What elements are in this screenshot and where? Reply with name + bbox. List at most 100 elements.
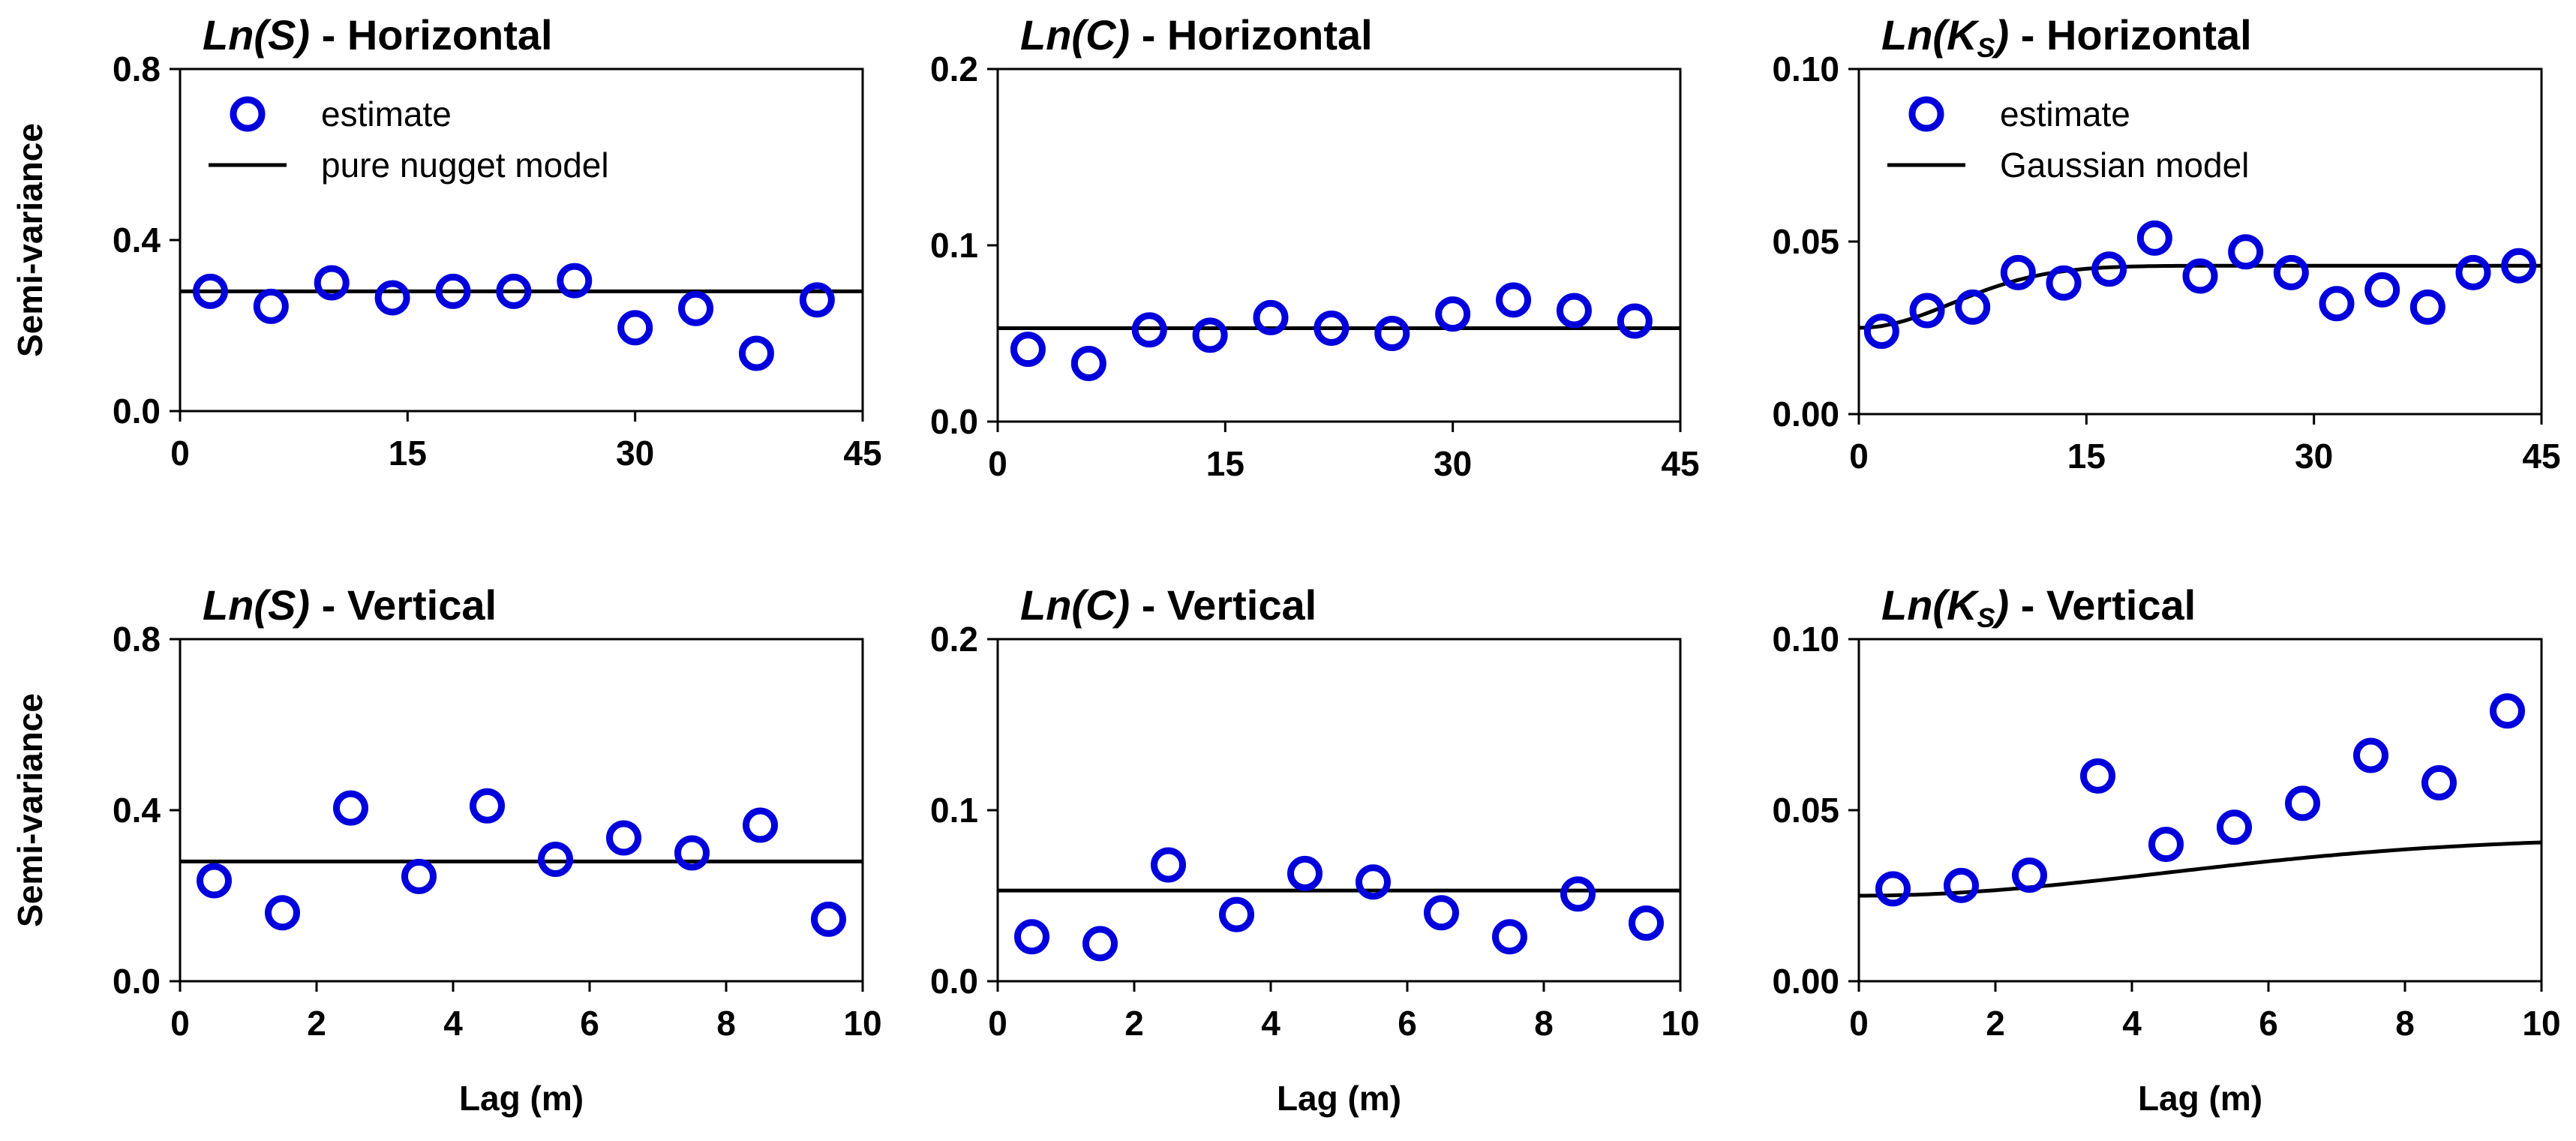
y-tick-label: 0.4 <box>113 221 161 260</box>
x-axis-label: Lag (m) <box>2138 1079 2262 1118</box>
x-tick-label: 8 <box>2395 1004 2415 1043</box>
panel-1: 0 15 30 45 0.0 0.4 0.8 Ln(S) - Horizontal Semi-v… <box>11 11 882 473</box>
y-tick-label: 0.10 <box>1772 620 1839 659</box>
estimate-point <box>1629 905 1664 941</box>
estimate-point <box>470 788 505 824</box>
panel-title-rest: - Horizontal <box>310 11 553 59</box>
y-tick-label: 0.8 <box>113 620 161 659</box>
estimate-point <box>738 335 774 371</box>
legend-model-label: Gaussian model <box>2000 146 2249 185</box>
x-tick-label: 30 <box>616 434 654 473</box>
x-tick-label: 0 <box>988 1004 1007 1043</box>
x-tick-label: 4 <box>2122 1004 2142 1043</box>
estimate-point <box>2080 758 2115 794</box>
estimate-point <box>2319 286 2355 322</box>
estimate-point <box>2353 737 2388 773</box>
panel-3: 0 15 30 45 0.00 0.05 0.10 Ln(KS) - Horizontal es… <box>1772 11 2560 476</box>
y-tick-label: 0.2 <box>930 620 978 659</box>
legend-estimate-label: estimate <box>2000 95 2130 134</box>
estimate-point <box>253 288 289 324</box>
estimate-point <box>2148 827 2184 863</box>
estimate-point <box>333 790 368 826</box>
panel-title: Ln(C) - Horizontal <box>1020 11 1373 59</box>
estimate-point <box>1070 345 1106 381</box>
y-tick-label: 0.05 <box>1772 222 1839 261</box>
estimate-point <box>2046 265 2082 301</box>
estimate-point <box>2409 289 2445 325</box>
legend-model-label: pure nugget model <box>321 146 609 185</box>
y-tick-label: 0.0 <box>930 402 978 441</box>
panel-title-close: ) <box>1992 581 2010 629</box>
y-tick-label: 0.4 <box>113 791 161 830</box>
panel-title: Ln(C) - Vertical <box>1020 581 1317 629</box>
estimate-point <box>557 263 593 299</box>
panel-title-subscript: S <box>1977 32 1995 63</box>
estimate-point <box>2182 258 2218 294</box>
legend-estimate-marker <box>1908 96 1944 132</box>
panel-6: 0 2 4 6 8 10 0.00 0.05 0.10 Ln(KS) - Vertical Lag … <box>1772 581 2560 1118</box>
estimate-point <box>1219 896 1254 932</box>
panel-title-close: ) <box>1992 11 2010 59</box>
estimate-point <box>1314 310 1350 346</box>
panel-title: Ln(S) - Vertical <box>203 581 497 629</box>
y-tick-label: 0.0 <box>930 962 978 1001</box>
x-tick-label: 6 <box>580 1004 599 1043</box>
x-tick-label: 10 <box>1661 1004 1699 1043</box>
x-tick-label: 0 <box>170 1004 190 1043</box>
y-tick-label: 0.05 <box>1772 791 1839 830</box>
plot-frame <box>1857 638 2543 983</box>
panel-title-rest: - Vertical <box>2009 581 2196 629</box>
x-tick-label: 0 <box>1849 437 1869 476</box>
panel-title-rest: - Horizontal <box>2009 11 2252 59</box>
x-tick-label: 15 <box>1206 444 1244 483</box>
panel-title-variable: Ln(S) <box>203 11 310 59</box>
y-axis-label: Semi-variance <box>11 123 50 357</box>
x-axis-label: Lag (m) <box>1277 1079 1401 1118</box>
panel-title-rest: - Vertical <box>1130 581 1317 629</box>
x-tick-label: 15 <box>2067 437 2106 476</box>
estimate-point <box>1374 316 1410 351</box>
estimate-point <box>1909 293 1945 329</box>
estimate-point <box>374 280 410 316</box>
estimate-point <box>1560 876 1596 912</box>
x-tick-label: 2 <box>307 1004 326 1043</box>
panel-title-rest: - Horizontal <box>1130 11 1373 59</box>
legend-estimate-label: estimate <box>321 95 452 134</box>
estimate-point <box>1151 847 1186 883</box>
x-tick-label: 10 <box>843 1004 881 1043</box>
x-tick-label: 45 <box>2522 437 2560 476</box>
panel-title-variable: Ln(C) <box>1020 11 1130 59</box>
x-axis-label: Lag (m) <box>459 1079 584 1118</box>
estimate-point <box>192 273 228 309</box>
estimate-point <box>2091 251 2127 287</box>
y-tick-label: 0.1 <box>930 226 978 265</box>
x-tick-label: 45 <box>1661 444 1699 483</box>
y-tick-label: 0.8 <box>113 50 161 89</box>
panel-title: Ln(S) - Horizontal <box>203 11 553 59</box>
estimate-point <box>1356 864 1391 900</box>
estimate-point <box>538 842 573 878</box>
y-tick-label: 0.1 <box>930 791 978 830</box>
y-tick-label: 0.00 <box>1772 395 1839 434</box>
estimate-point <box>799 282 835 318</box>
estimate-point <box>2217 809 2252 845</box>
estimate-point <box>1082 926 1118 962</box>
estimate-point <box>197 863 232 899</box>
panel-title-variable: Ln(K <box>1881 11 1980 59</box>
x-tick-label: 45 <box>843 434 881 473</box>
y-axis-label: Semi-variance <box>11 693 50 927</box>
estimate-point <box>1496 282 1532 318</box>
panel-5: 0 2 4 6 8 10 0.0 0.1 0.2 Ln(C) - Vertical Lag (m) <box>930 581 1700 1118</box>
estimate-point <box>1014 919 1049 955</box>
estimate-point <box>2012 857 2047 893</box>
estimate-point <box>743 807 778 843</box>
estimate-point <box>435 273 471 309</box>
panel-title: Ln(KS) - Horizontal <box>1881 11 2252 63</box>
panel-title-rest: - Vertical <box>310 581 497 629</box>
estimate-point <box>617 310 653 346</box>
y-tick-label: 0.10 <box>1772 50 1839 89</box>
x-tick-label: 10 <box>2522 1004 2560 1043</box>
estimate-point <box>2490 693 2525 729</box>
estimate-point <box>2364 272 2400 308</box>
